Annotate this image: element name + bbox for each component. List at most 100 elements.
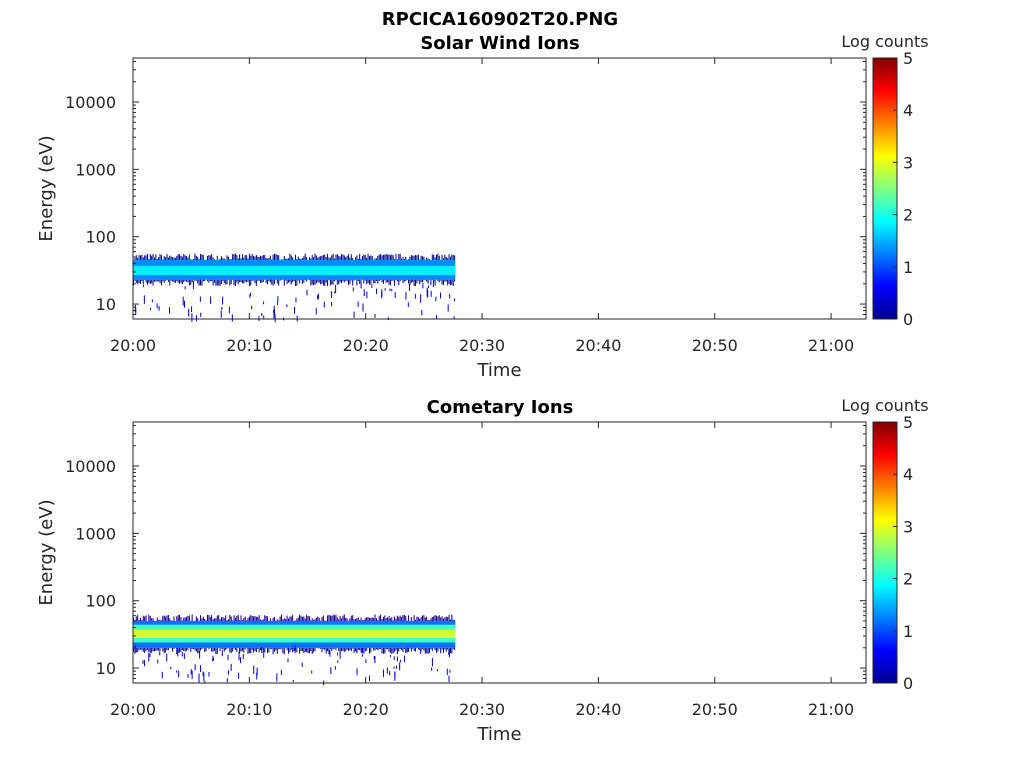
band-edge: [368, 617, 370, 621]
sparse-count: [436, 669, 438, 672]
band-edge: [428, 620, 430, 621]
band-edge: [240, 279, 242, 283]
sparse-count: [295, 297, 297, 303]
band-edge: [431, 617, 433, 621]
y-tick-label: 1000: [75, 160, 116, 179]
band-edge: [415, 254, 417, 261]
sparse-count: [221, 306, 223, 310]
band-edge: [447, 258, 449, 261]
band-edge: [382, 279, 384, 284]
band-edge: [296, 618, 298, 621]
band-edge: [352, 615, 354, 621]
band-edge: [332, 279, 334, 285]
band-edge: [343, 614, 345, 621]
band-edge: [403, 615, 405, 621]
band-edge: [346, 647, 348, 650]
band-edge: [227, 256, 229, 261]
band-edge: [264, 255, 266, 261]
colorbar-tick-label: 0: [903, 674, 913, 693]
band-edge: [441, 647, 443, 650]
band-edge: [422, 279, 424, 283]
band-edge: [229, 614, 231, 621]
colorbar-label: Log counts: [841, 396, 928, 415]
band-edge: [200, 615, 202, 621]
band-edge: [183, 617, 185, 621]
band-edge: [200, 647, 202, 651]
band-edge: [299, 614, 301, 621]
band-edge: [442, 618, 444, 621]
band-edge: [431, 254, 433, 261]
band-edge: [179, 647, 181, 653]
band-edge: [332, 614, 334, 621]
band-edge: [191, 614, 193, 621]
band-edge: [350, 279, 352, 281]
band-edge: [177, 254, 179, 261]
band-edge: [181, 647, 183, 650]
band-edge: [315, 279, 317, 284]
sparse-count: [427, 289, 429, 298]
sparse-count: [366, 291, 368, 299]
band-edge: [374, 258, 376, 261]
band-edge: [265, 279, 267, 284]
band-edge: [283, 279, 285, 286]
band-edge: [202, 279, 204, 282]
band-edge: [142, 279, 144, 285]
band-edge: [441, 616, 443, 621]
band-edge: [315, 617, 317, 621]
band-edge: [243, 257, 245, 261]
sparse-count: [208, 671, 210, 677]
sparse-count: [157, 659, 159, 664]
band-edge: [440, 647, 442, 654]
sparse-count: [323, 301, 325, 308]
band-edge: [215, 647, 217, 655]
band-edge: [172, 279, 174, 282]
band-edge: [294, 279, 296, 287]
band-edge: [354, 257, 356, 261]
band-edge: [343, 647, 345, 652]
band-edge: [197, 279, 199, 284]
band-edge: [264, 647, 266, 653]
band-edge: [356, 279, 358, 286]
band-edge: [236, 254, 238, 261]
band-edge: [374, 647, 376, 651]
band-edge: [409, 279, 411, 285]
band-edge: [162, 615, 164, 621]
band-edge: [180, 647, 182, 652]
band-edge: [394, 259, 396, 261]
y-axis-label: Energy (eV): [36, 135, 57, 241]
band-edge: [422, 647, 424, 649]
band-edge: [204, 279, 206, 282]
band-edge: [437, 279, 439, 281]
band-edge: [202, 647, 204, 649]
band-edge: [260, 647, 262, 651]
band-edge: [146, 253, 148, 261]
band-edge: [229, 279, 231, 286]
band-edge: [276, 279, 278, 284]
band-edge: [197, 618, 199, 621]
band-edge: [220, 647, 222, 649]
band-edge: [213, 647, 215, 651]
band-edge: [318, 256, 320, 261]
band-edge: [174, 279, 176, 283]
band-edge: [375, 618, 377, 621]
band-edge: [300, 647, 302, 651]
band-edge: [262, 619, 264, 621]
band-edge: [174, 257, 176, 261]
sparse-count: [396, 656, 398, 662]
colorbar-tick-label: 4: [903, 101, 913, 120]
band-edge: [239, 647, 241, 654]
band-edge: [139, 255, 141, 261]
band-edge: [269, 647, 271, 649]
band-edge: [151, 255, 153, 261]
sparse-count: [301, 662, 303, 667]
band-edge: [162, 647, 164, 652]
band-edge: [454, 255, 456, 261]
band-edge: [153, 647, 155, 652]
band-edge: [135, 647, 137, 653]
band-edge: [253, 616, 255, 621]
sparse-count: [391, 288, 393, 292]
band-edge: [334, 279, 336, 282]
band-edge: [341, 618, 343, 621]
sparse-count: [389, 654, 391, 658]
band-edge: [167, 647, 169, 651]
